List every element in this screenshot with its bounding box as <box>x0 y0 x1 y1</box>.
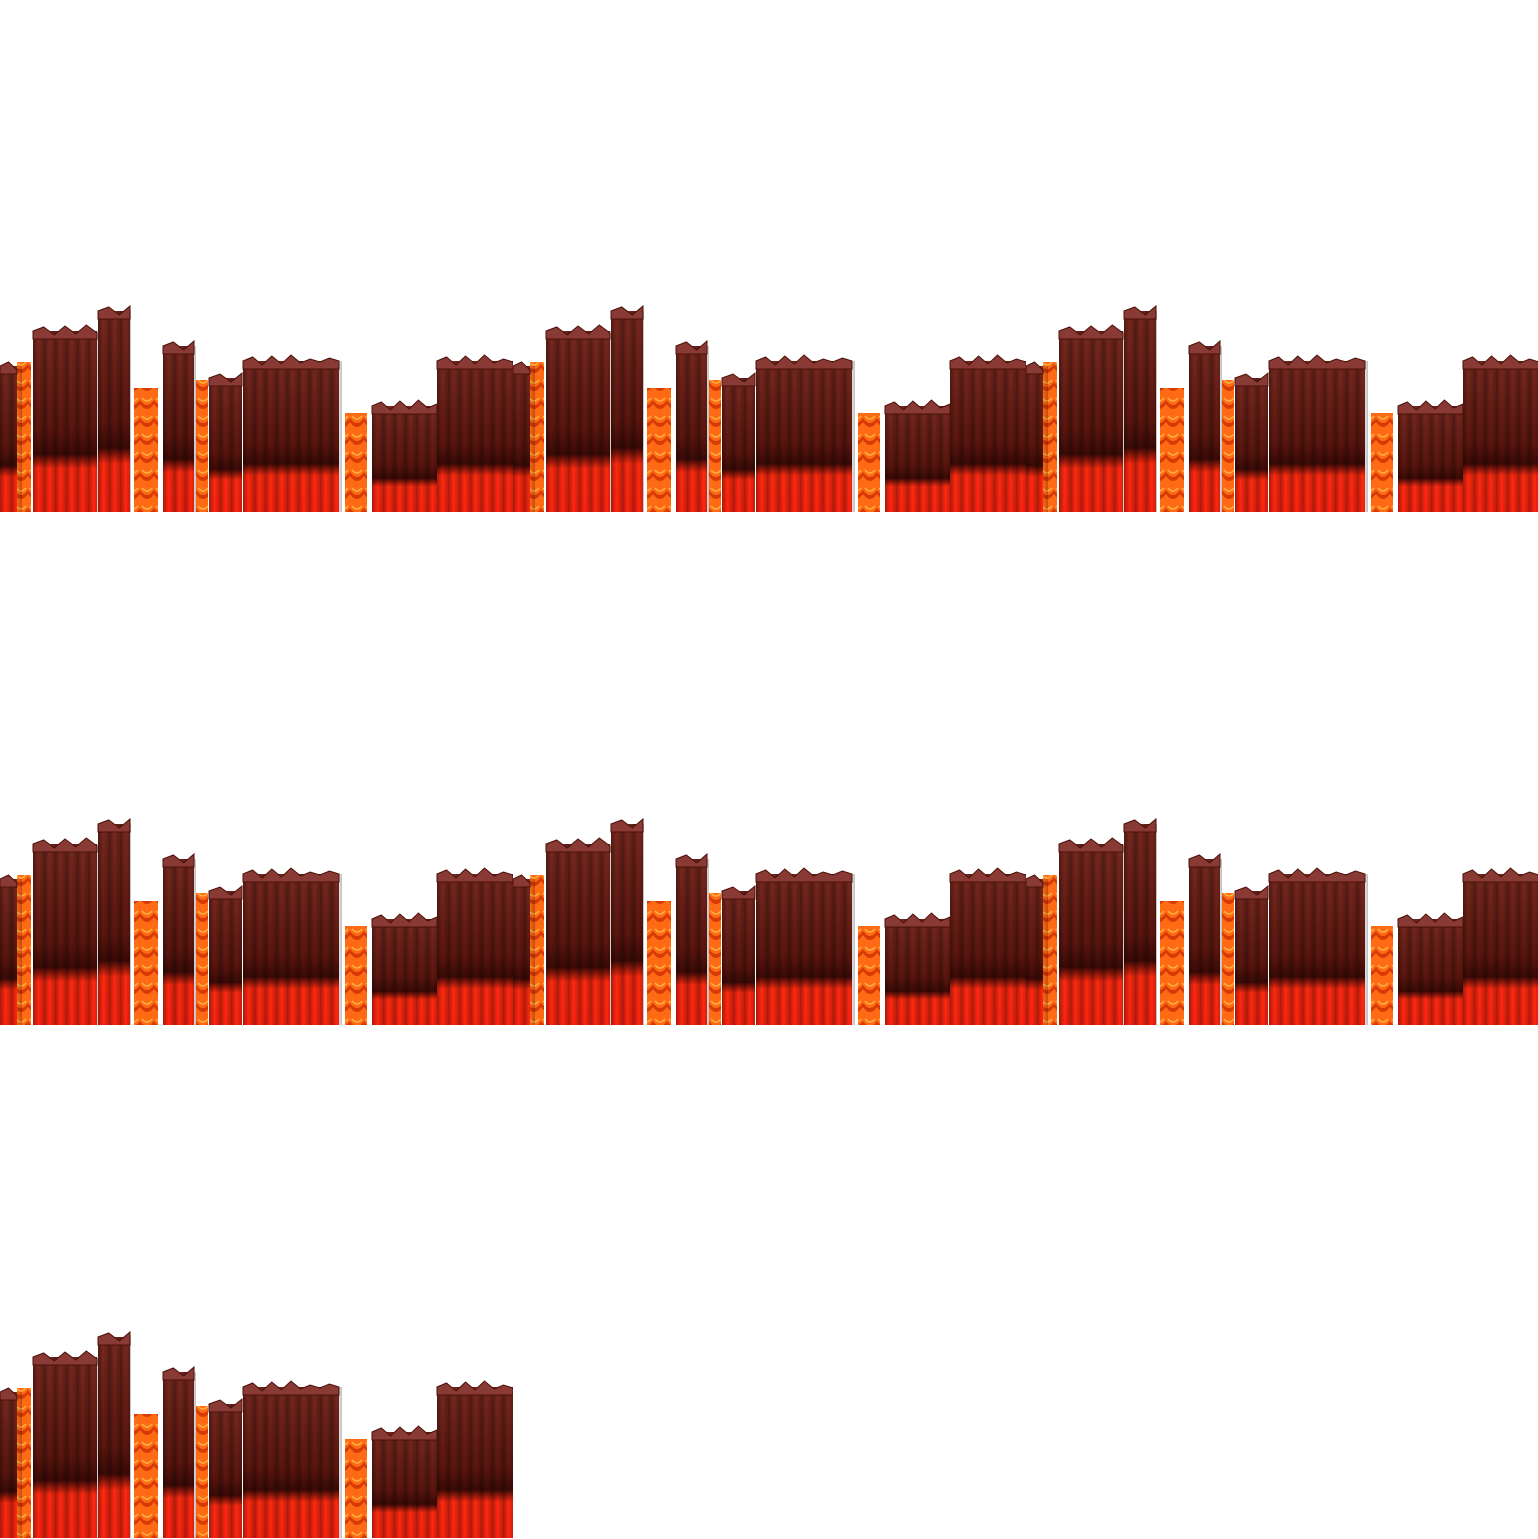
lavafall <box>858 926 880 1025</box>
rock-pillar <box>513 361 535 512</box>
rock-pillar <box>436 354 513 512</box>
lavafall <box>196 1406 208 1538</box>
rock-pillar <box>610 817 644 1025</box>
lava-pillar-tile-7 <box>0 1026 513 1539</box>
lavafall <box>1371 413 1393 512</box>
lavafall <box>709 893 721 1025</box>
lavafall <box>709 380 721 512</box>
rock-pillar <box>675 852 709 1025</box>
rock-pillar <box>0 361 22 512</box>
lavafall <box>647 901 671 1025</box>
rock-pillar <box>884 399 951 512</box>
lavafall <box>196 380 208 512</box>
lava-pillars-graphic <box>0 817 513 1025</box>
lavafall <box>134 901 158 1025</box>
lavafall <box>196 893 208 1025</box>
lava-pillar-tile-3 <box>1026 0 1538 513</box>
lavafall <box>134 388 158 512</box>
lava-pillars-graphic <box>0 304 513 512</box>
rock-pillar <box>949 867 1026 1025</box>
lavafall <box>1222 380 1234 512</box>
lava-pillar-tile-4 <box>0 513 513 1026</box>
lavafall <box>1160 901 1184 1025</box>
lavafall <box>134 1414 158 1538</box>
rock-pillar <box>162 1365 196 1538</box>
rock-pillar <box>32 837 99 1025</box>
rock-pillar <box>0 1387 22 1538</box>
rock-pillar <box>1397 399 1464 512</box>
rock-pillar <box>513 874 535 1025</box>
lava-pillars-graphic <box>1026 304 1538 512</box>
rock-pillar <box>371 1425 438 1538</box>
rock-pillar <box>1123 817 1157 1025</box>
rock-pillar <box>1268 354 1368 512</box>
rock-pillar <box>208 884 243 1025</box>
rock-pillar <box>208 371 243 512</box>
lava-pillar-tile-2 <box>513 0 1026 513</box>
rock-pillar <box>242 1380 342 1538</box>
rock-pillar <box>32 1350 99 1538</box>
lava-pillars-graphic <box>0 1330 513 1538</box>
lava-pillars-graphic <box>1026 817 1538 1025</box>
rock-pillar <box>371 399 438 512</box>
lavafall <box>345 926 367 1025</box>
rock-pillar <box>545 324 612 512</box>
rock-pillar <box>371 912 438 1025</box>
rock-pillar <box>1188 339 1222 512</box>
rock-pillar <box>610 304 644 512</box>
rock-pillar <box>162 852 196 1025</box>
rock-pillar <box>97 304 131 512</box>
rock-pillar <box>755 354 855 512</box>
rock-pillar <box>242 867 342 1025</box>
rock-pillar <box>545 837 612 1025</box>
rock-pillar <box>1123 304 1157 512</box>
lavafall <box>647 388 671 512</box>
rock-pillar <box>1026 361 1048 512</box>
rock-pillar <box>97 817 131 1025</box>
rock-pillar <box>1268 867 1368 1025</box>
rock-pillar <box>1058 837 1125 1025</box>
rock-pillar <box>721 884 756 1025</box>
rock-pillar <box>1234 371 1269 512</box>
rock-pillar <box>208 1397 243 1538</box>
lava-pillar-tile-5 <box>513 513 1026 1026</box>
lava-pillars-graphic <box>513 817 1026 1025</box>
rock-pillar <box>1462 867 1538 1025</box>
rock-pillar <box>721 371 756 512</box>
rock-pillar <box>1397 912 1464 1025</box>
rock-pillar <box>755 867 855 1025</box>
rock-pillar <box>162 339 196 512</box>
rock-pillar <box>0 874 22 1025</box>
rock-pillar <box>1058 324 1125 512</box>
rock-pillar <box>1188 852 1222 1025</box>
lava-pillars-graphic <box>513 304 1026 512</box>
lavafall <box>1160 388 1184 512</box>
rock-pillar <box>242 354 342 512</box>
rock-pillar <box>436 1380 513 1538</box>
rock-pillar <box>97 1330 131 1538</box>
rock-pillar <box>436 867 513 1025</box>
lavafall <box>858 413 880 512</box>
lava-pillar-tile-1 <box>0 0 513 513</box>
rock-pillar <box>884 912 951 1025</box>
rock-pillar <box>949 354 1026 512</box>
rock-pillar <box>1234 884 1269 1025</box>
lavafall <box>345 413 367 512</box>
rock-pillar <box>1462 354 1538 512</box>
lavafall <box>345 1439 367 1538</box>
rock-pillar <box>32 324 99 512</box>
rock-pillar <box>675 339 709 512</box>
lava-pillar-tile-6 <box>1026 513 1538 1026</box>
lavafall <box>1222 893 1234 1025</box>
lavafall <box>1371 926 1393 1025</box>
rock-pillar <box>1026 874 1048 1025</box>
